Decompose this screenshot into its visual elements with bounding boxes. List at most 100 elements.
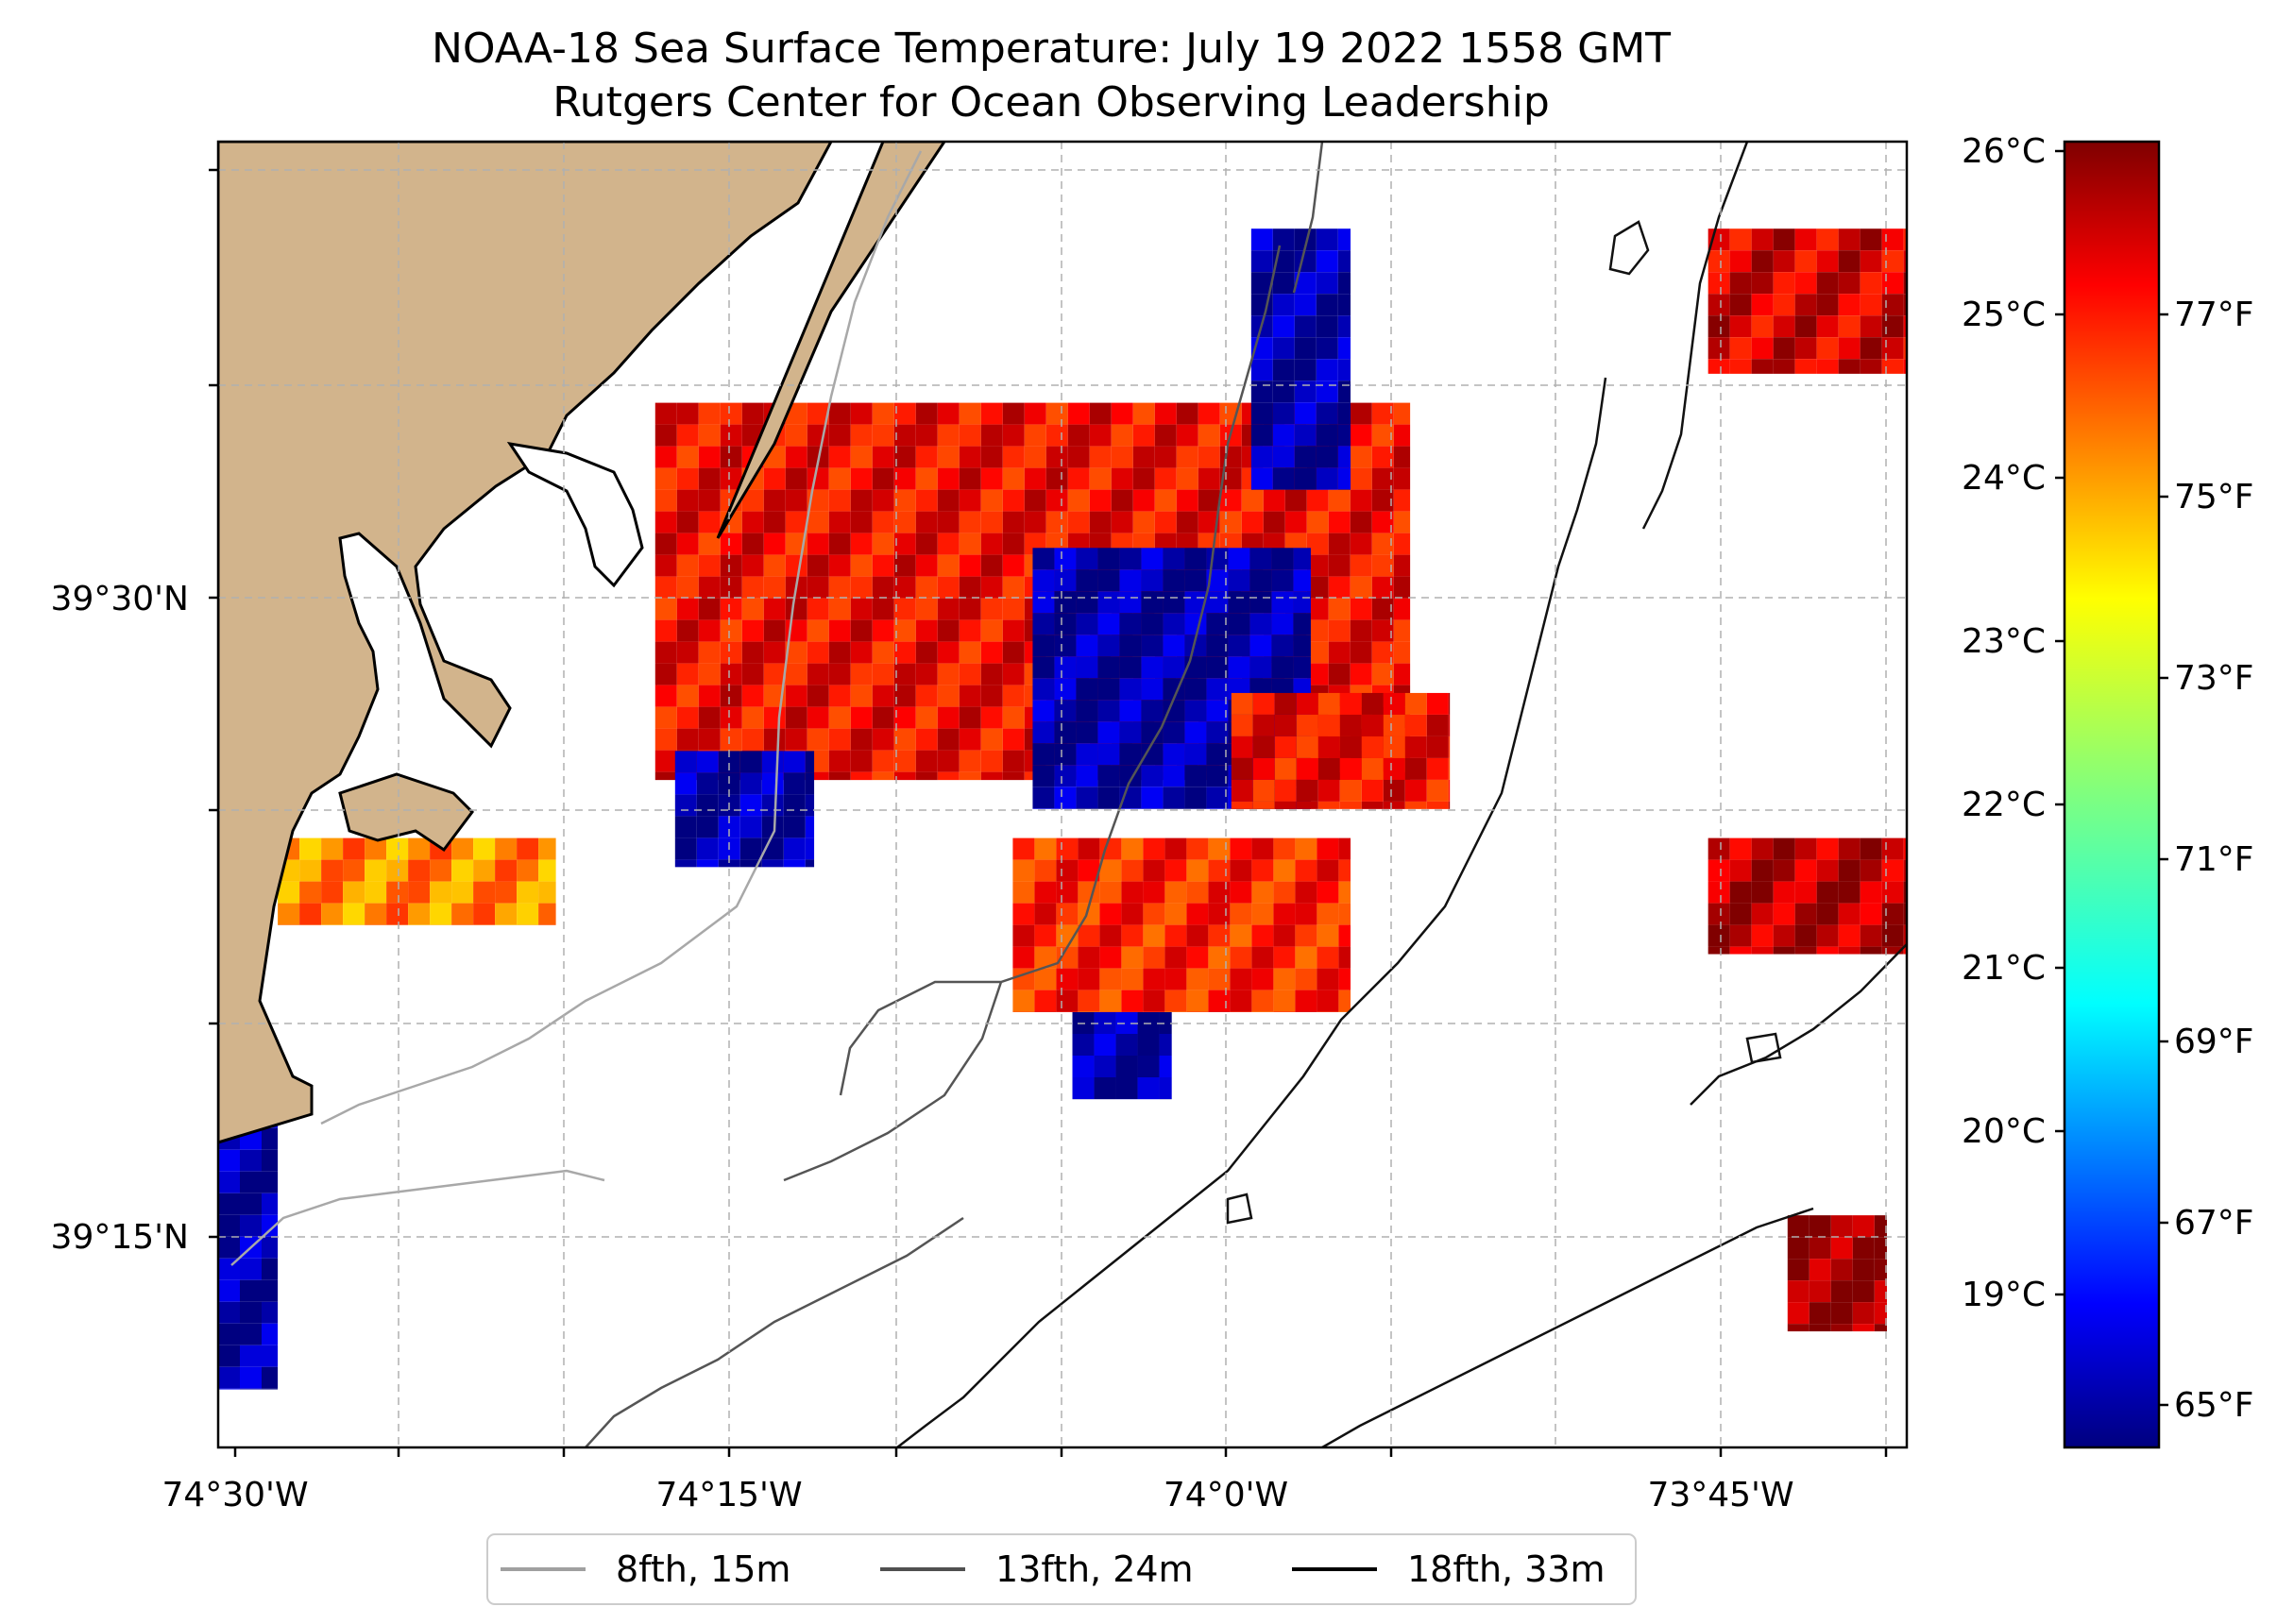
sst-pixel	[1881, 359, 1904, 374]
sst-pixel	[1099, 859, 1122, 882]
sst-pixel	[1067, 489, 1090, 512]
sst-pixel	[674, 772, 697, 795]
sst-pixel	[850, 511, 873, 533]
sst-pixel	[1708, 359, 1730, 374]
sst-pixel	[741, 402, 764, 425]
sst-pixel	[1251, 924, 1274, 947]
sst-pixel	[872, 771, 894, 781]
sst-pixel	[783, 816, 806, 838]
sst-pixel	[980, 750, 1003, 772]
sst-pixel	[1274, 714, 1297, 736]
sst-pixel	[1231, 714, 1253, 736]
colorbar-fahrenheit-label: 67°F	[2174, 1204, 2254, 1243]
sst-pixel	[807, 771, 829, 781]
sst-pixel	[1097, 591, 1120, 614]
sst-pixel	[893, 511, 916, 533]
sst-pixel	[1231, 801, 1253, 809]
sst-pixel	[1099, 946, 1122, 969]
sst-pixel	[1337, 467, 1351, 490]
sst-pixel	[1816, 294, 1839, 316]
sst-pixel	[739, 772, 762, 795]
sst-pixel	[365, 903, 387, 925]
sst-pixel	[1404, 801, 1427, 809]
sst-pixel	[1371, 489, 1394, 512]
sst-pixel	[1271, 656, 1294, 679]
sst-pixel	[1206, 808, 1229, 809]
sst-pixel	[1272, 446, 1295, 468]
sst-pixel	[1045, 511, 1068, 533]
sst-pixel	[1271, 569, 1294, 592]
sst-pixel	[1306, 554, 1329, 577]
sst-pixel	[1097, 656, 1120, 679]
sst-pixel	[1251, 968, 1274, 990]
sst-pixel	[1034, 924, 1057, 947]
sst-pixel	[1219, 511, 1242, 533]
sst-pixel	[1296, 692, 1318, 715]
sst-pixel	[872, 576, 894, 599]
sst-pixel	[1903, 859, 1907, 882]
sst-pixel	[1328, 533, 1351, 555]
sst-pixel	[1089, 424, 1112, 447]
sst-pixel	[1154, 511, 1177, 533]
sst-pixel	[1231, 692, 1253, 715]
sst-pixel	[1072, 1056, 1095, 1077]
sst-pixel	[980, 619, 1003, 642]
sst-pixel	[915, 598, 938, 620]
sst-pixel	[1208, 946, 1231, 969]
sst-pixel	[1076, 721, 1098, 744]
sst-pixel	[654, 446, 677, 468]
colorbar: 26°C 25°C 24°C 23°C 22°C 21°C 20°C 19°C …	[1962, 132, 2254, 1449]
sst-pixel	[828, 424, 851, 447]
sst-pixel	[763, 576, 786, 599]
sst-pixel	[1094, 1056, 1116, 1077]
sst-pixel	[1111, 424, 1133, 447]
sst-pixel	[1115, 1077, 1138, 1099]
sst-pixel	[1119, 678, 1142, 701]
sst-pixel	[937, 771, 960, 781]
sst-pixel	[1773, 881, 1795, 904]
sst-pixel	[1306, 619, 1329, 642]
sst-pixel	[893, 402, 916, 425]
sst-pixel	[1121, 968, 1144, 990]
colorbar-celsius-label: 25°C	[1962, 296, 2046, 334]
sst-pixel	[1773, 946, 1795, 955]
sst-pixel	[1328, 489, 1351, 512]
sst-pixel	[1002, 511, 1025, 533]
sst-pixel	[1032, 743, 1055, 766]
sst-pixel	[676, 663, 699, 685]
sst-pixel	[1838, 228, 1861, 251]
colorbar-gradient	[2063, 140, 2161, 1449]
sst-pixel	[1708, 294, 1730, 316]
sst-pixel	[1294, 489, 1317, 490]
sst-pixel	[1164, 837, 1187, 860]
sst-pixel	[262, 1301, 279, 1324]
sst-pixel	[915, 641, 938, 664]
sst-pixel	[937, 706, 960, 729]
sst-pixel	[1186, 924, 1209, 947]
sst-pixel	[1328, 619, 1351, 642]
sst-pixel	[299, 881, 322, 904]
sst-pixel	[1860, 903, 1882, 925]
sst-pixel	[674, 751, 697, 773]
sst-pixel	[915, 446, 938, 468]
sst-pixel	[1024, 467, 1046, 490]
sst-pixel	[1350, 467, 1372, 490]
sst-pixel	[1306, 511, 1329, 533]
sst-pixel	[850, 706, 873, 729]
x-tick-label: 74°30'W	[161, 1476, 308, 1514]
sst-pixel	[218, 1193, 240, 1215]
sst-pixel	[959, 533, 981, 555]
sst-pixel-layer	[218, 228, 1907, 1390]
sst-pixel	[1032, 656, 1055, 679]
sst-pixel	[1094, 1077, 1116, 1099]
sst-pixel	[1002, 554, 1025, 577]
sst-pixel	[1143, 903, 1165, 925]
sst-pixel	[1231, 779, 1253, 802]
sst-pixel	[1206, 656, 1229, 679]
sst-pixel	[1184, 743, 1207, 766]
sst-pixel	[698, 728, 721, 751]
sst-pixel	[1404, 736, 1427, 758]
sst-pixel	[741, 598, 764, 620]
sst-pixel	[1317, 859, 1339, 882]
sst-pixel	[893, 619, 916, 642]
